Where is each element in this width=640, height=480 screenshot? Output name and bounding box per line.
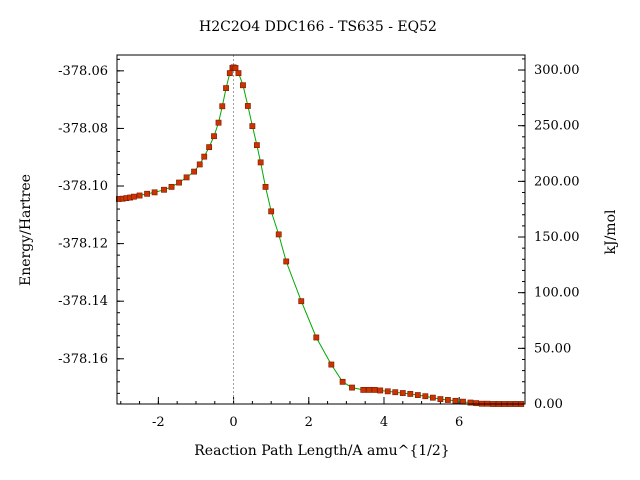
data-point [437, 396, 444, 403]
data-point [467, 399, 474, 406]
chart-title: H2C2O4 DDC166 - TS635 - EQ52 [199, 19, 437, 35]
x-tick-label: 0 [229, 415, 237, 430]
data-point [211, 133, 217, 140]
x-tick-label: 4 [380, 415, 388, 430]
data-point [136, 192, 143, 199]
data-point [298, 298, 305, 305]
data-point [201, 153, 208, 160]
data-point [268, 208, 275, 215]
x-tick-label: 6 [455, 415, 463, 430]
data-point [191, 168, 197, 175]
data-point [249, 123, 256, 130]
data-point [223, 85, 229, 92]
left-axis: -378.06 -378.08 -378.10 -378.12 -378.14 -378.… [58, 58, 124, 394]
data-point [414, 392, 421, 398]
data-point [339, 378, 346, 385]
data-point [407, 391, 414, 397]
data-point [144, 190, 150, 197]
data-point [215, 119, 222, 126]
data-point [283, 258, 290, 265]
plot-frame [116, 54, 526, 405]
data-point [232, 65, 239, 71]
data-point [206, 144, 213, 151]
data-point [429, 394, 436, 401]
data-point [219, 103, 226, 110]
right-tick-label: 150.00 [534, 230, 580, 245]
data-point [196, 161, 203, 168]
data-point [275, 231, 282, 238]
data-point [473, 400, 480, 407]
data-point [131, 193, 137, 200]
data-point [392, 389, 399, 396]
y-axis-label-right: kJ/mol [603, 209, 619, 255]
data-point [360, 386, 367, 393]
data-point [226, 70, 233, 77]
data-point [371, 386, 378, 393]
data-point [422, 393, 429, 400]
x-tick-label: -2 [152, 415, 165, 430]
data-point [384, 388, 391, 395]
data-point [183, 174, 190, 181]
left-tick-label: -378.10 [58, 179, 108, 194]
data-point [366, 386, 372, 393]
data-point [452, 397, 459, 404]
left-tick-label: -378.16 [58, 352, 108, 367]
data-point [235, 70, 242, 77]
series-line-group [118, 66, 522, 405]
left-tick-label: -378.06 [58, 64, 108, 79]
right-tick-label: 0.00 [534, 397, 563, 412]
right-tick-label: 200.00 [534, 174, 580, 189]
right-axis: 0.00 50.00 100.00 150.00 200.00 250.00 300.00 [518, 58, 580, 412]
data-point [349, 384, 355, 391]
data-point [244, 103, 251, 109]
series-points-group [115, 64, 525, 407]
right-tick-label: 250.00 [534, 119, 580, 134]
x-tick-label: 2 [305, 415, 313, 430]
right-tick-label: 50.00 [534, 341, 571, 356]
right-tick-label: 100.00 [534, 286, 580, 301]
data-point [253, 142, 260, 149]
data-point [445, 397, 451, 403]
data-point [151, 189, 158, 196]
left-tick-label: -378.12 [58, 237, 108, 252]
data-point [176, 179, 182, 186]
data-point [377, 387, 384, 394]
data-point [257, 159, 264, 166]
data-point [399, 390, 406, 396]
data-point [262, 183, 269, 190]
energy-series-line [118, 66, 522, 405]
right-tick-label: 300.00 [534, 63, 580, 78]
x-axis-label: Reaction Path Length/A amu^{1/2} [194, 443, 449, 459]
left-tick-label: -378.14 [58, 294, 108, 309]
data-point [161, 186, 167, 193]
data-point [168, 183, 175, 190]
left-tick-label: -378.08 [58, 121, 108, 136]
data-point [328, 361, 335, 368]
y-axis-label-left: Energy/Hartree [18, 174, 34, 286]
data-point [240, 82, 246, 89]
data-point [313, 334, 320, 341]
